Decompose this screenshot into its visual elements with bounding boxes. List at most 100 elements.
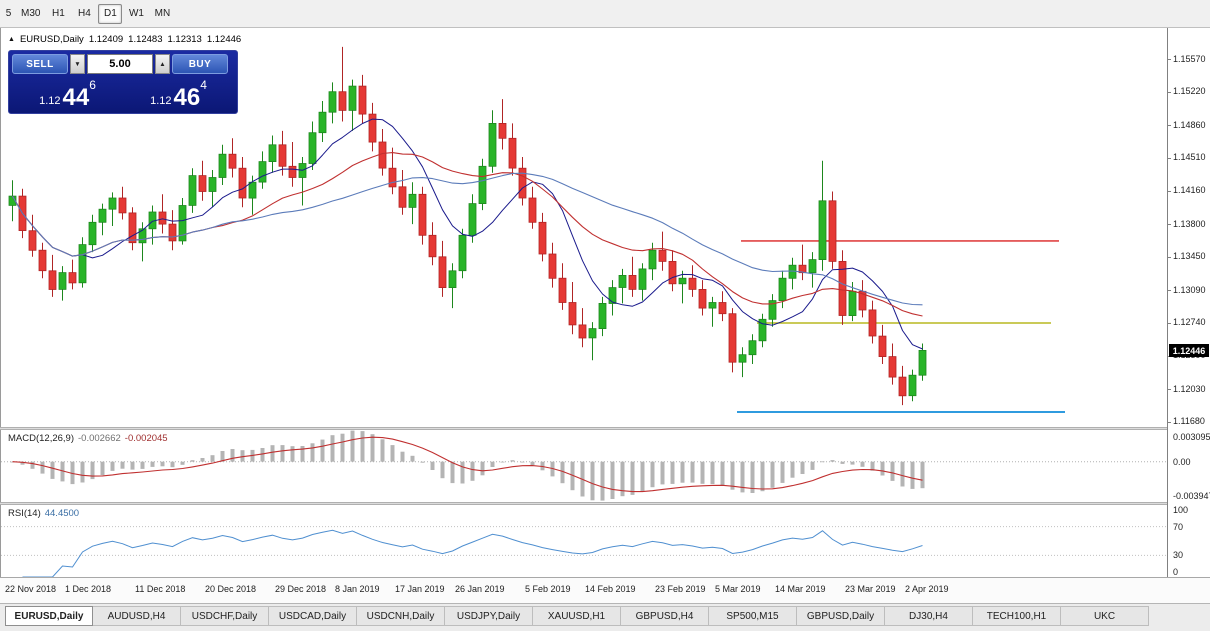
macd-panel[interactable]: MACD(12,26,9) -0.002662 -0.002045 [1, 430, 1167, 502]
candle [768, 300, 777, 320]
candle [308, 132, 317, 164]
tab-dj30-h4[interactable]: DJ30,H4 [885, 606, 973, 626]
price-tick-label: 1.12030 [1173, 384, 1206, 394]
tab-audusd-h4[interactable]: AUDUSD,H4 [93, 606, 181, 626]
candle [878, 335, 887, 358]
buy-button[interactable]: BUY [172, 54, 228, 74]
tab-usdchf-daily[interactable]: USDCHF,Daily [181, 606, 269, 626]
volume-input[interactable] [87, 54, 153, 74]
price-tick-label: 1.11680 [1173, 416, 1205, 426]
tab-gbpusd-daily[interactable]: GBPUSD,Daily [797, 606, 885, 626]
rsi-chart[interactable] [1, 505, 1167, 577]
timeframe-button-5[interactable]: 5 [5, 8, 12, 19]
volume-decrease-button[interactable]: ▼ [70, 54, 85, 74]
candle [368, 113, 377, 143]
date-label: 22 Nov 2018 [5, 584, 57, 594]
date-label: 14 Feb 2019 [585, 584, 636, 594]
candle [338, 91, 347, 111]
candle [458, 234, 467, 272]
candle [498, 123, 507, 139]
candle [358, 85, 367, 115]
macd-chart[interactable] [1, 430, 1167, 502]
candle [138, 228, 147, 244]
candle [328, 91, 337, 113]
date-label: 26 Jan 2019 [455, 584, 505, 594]
candle [248, 181, 257, 199]
rsi-title: RSI(14) [8, 508, 41, 519]
candle [808, 259, 817, 274]
tab-sp500-m15[interactable]: SP500,M15 [709, 606, 797, 626]
price-tick-mark [1168, 290, 1171, 291]
tab-usdjpy-daily[interactable]: USDJPY,Daily [445, 606, 533, 626]
candle [408, 193, 417, 208]
macd-label: MACD(12,26,9) -0.002662 -0.002045 [8, 433, 168, 444]
ohlc-low: 1.12313 [167, 34, 202, 45]
candle [738, 354, 747, 363]
tab-gbpusd-h4[interactable]: GBPUSD,H4 [621, 606, 709, 626]
candle [228, 153, 237, 169]
candle [758, 318, 767, 342]
trade-controls-row: SELL ▼ ▲ BUY [12, 54, 234, 74]
date-label: 29 Dec 2018 [275, 584, 327, 594]
timeframe-button-mn[interactable]: MN [154, 8, 171, 19]
price-tick-mark [1168, 59, 1171, 60]
price-tick-label: 1.13800 [1173, 219, 1206, 229]
date-label: 2 Apr 2019 [905, 584, 949, 594]
date-label: 20 Dec 2018 [205, 584, 257, 594]
price-tick-label: 1.12740 [1173, 317, 1206, 327]
sell-button[interactable]: SELL [12, 54, 68, 74]
candle [318, 111, 327, 134]
price-tick-label: 1.13090 [1173, 285, 1206, 295]
candle [188, 175, 197, 206]
panel-splitter[interactable] [0, 427, 1210, 430]
tab-xauusd-h1[interactable]: XAUUSD,H1 [533, 606, 621, 626]
candle [868, 309, 877, 337]
candle [678, 277, 687, 285]
timeframe-button-d1[interactable]: D1 [98, 3, 123, 24]
timeframe-toolbar: 5 M30 H1 H4 D1 W1 MN [0, 0, 1210, 28]
price-tick-mark [1168, 125, 1171, 126]
macd-value-main: -0.002662 [78, 433, 121, 444]
date-label: 17 Jan 2019 [395, 584, 445, 594]
candle [688, 277, 697, 290]
ohlc-open: 1.12409 [88, 34, 124, 45]
candle [438, 256, 447, 289]
tab-usdcad-daily[interactable]: USDCAD,Daily [269, 606, 357, 626]
timeframe-buttons: 5 M30 H1 H4 D1 W1 MN [2, 3, 176, 24]
candle [128, 212, 137, 244]
timeframe-button-m30[interactable]: M30 [21, 8, 41, 19]
panel-splitter[interactable] [0, 502, 1210, 505]
candlestick-chart[interactable] [1, 29, 1167, 427]
date-axis[interactable]: 22 Nov 2018 1 Dec 2018 11 Dec 2018 20 Dec 2… [0, 577, 1210, 603]
candle [478, 165, 487, 205]
buy-price[interactable]: 1.12 46 4 [123, 76, 234, 110]
candle [598, 302, 607, 329]
price-tick-mark [1168, 389, 1171, 390]
tab-eurusd-daily[interactable]: EURUSD,Daily [5, 606, 93, 626]
tab-ukc[interactable]: UKC [1061, 606, 1149, 626]
candle [488, 123, 497, 167]
date-label: 23 Feb 2019 [655, 584, 706, 594]
main-chart-panel[interactable]: ▲ EURUSD,Daily 1.12409 1.12483 1.12313 1… [1, 29, 1167, 427]
collapse-arrow-icon[interactable]: ▲ [8, 36, 15, 43]
ohlc-high: 1.12483 [128, 34, 163, 45]
timeframe-button-w1[interactable]: W1 [128, 8, 144, 19]
rsi-panel[interactable]: RSI(14) 44.4500 [1, 505, 1167, 577]
tab-tech100-h1[interactable]: TECH100,H1 [973, 606, 1061, 626]
price-axis[interactable]: 1.15570 1.15220 1.14860 1.14510 1.14160 1.138… [1167, 28, 1210, 577]
candle [648, 249, 657, 270]
candle [468, 203, 477, 236]
timeframe-button-h1[interactable]: H1 [52, 8, 65, 19]
tab-usdcnh-daily[interactable]: USDCNH,Daily [357, 606, 445, 626]
volume-increase-button[interactable]: ▲ [155, 54, 170, 74]
trade-prices-row: 1.12 44 6 1.12 46 4 [12, 76, 234, 110]
sell-price[interactable]: 1.12 44 6 [12, 76, 123, 110]
candle [28, 230, 37, 251]
rsi-value: 44.4500 [44, 508, 80, 519]
price-tick-mark [1168, 158, 1171, 159]
candle [778, 277, 787, 301]
candle [568, 302, 577, 326]
moving-average-8 [12, 118, 923, 350]
candle [908, 374, 917, 397]
timeframe-button-h4[interactable]: H4 [78, 8, 91, 19]
